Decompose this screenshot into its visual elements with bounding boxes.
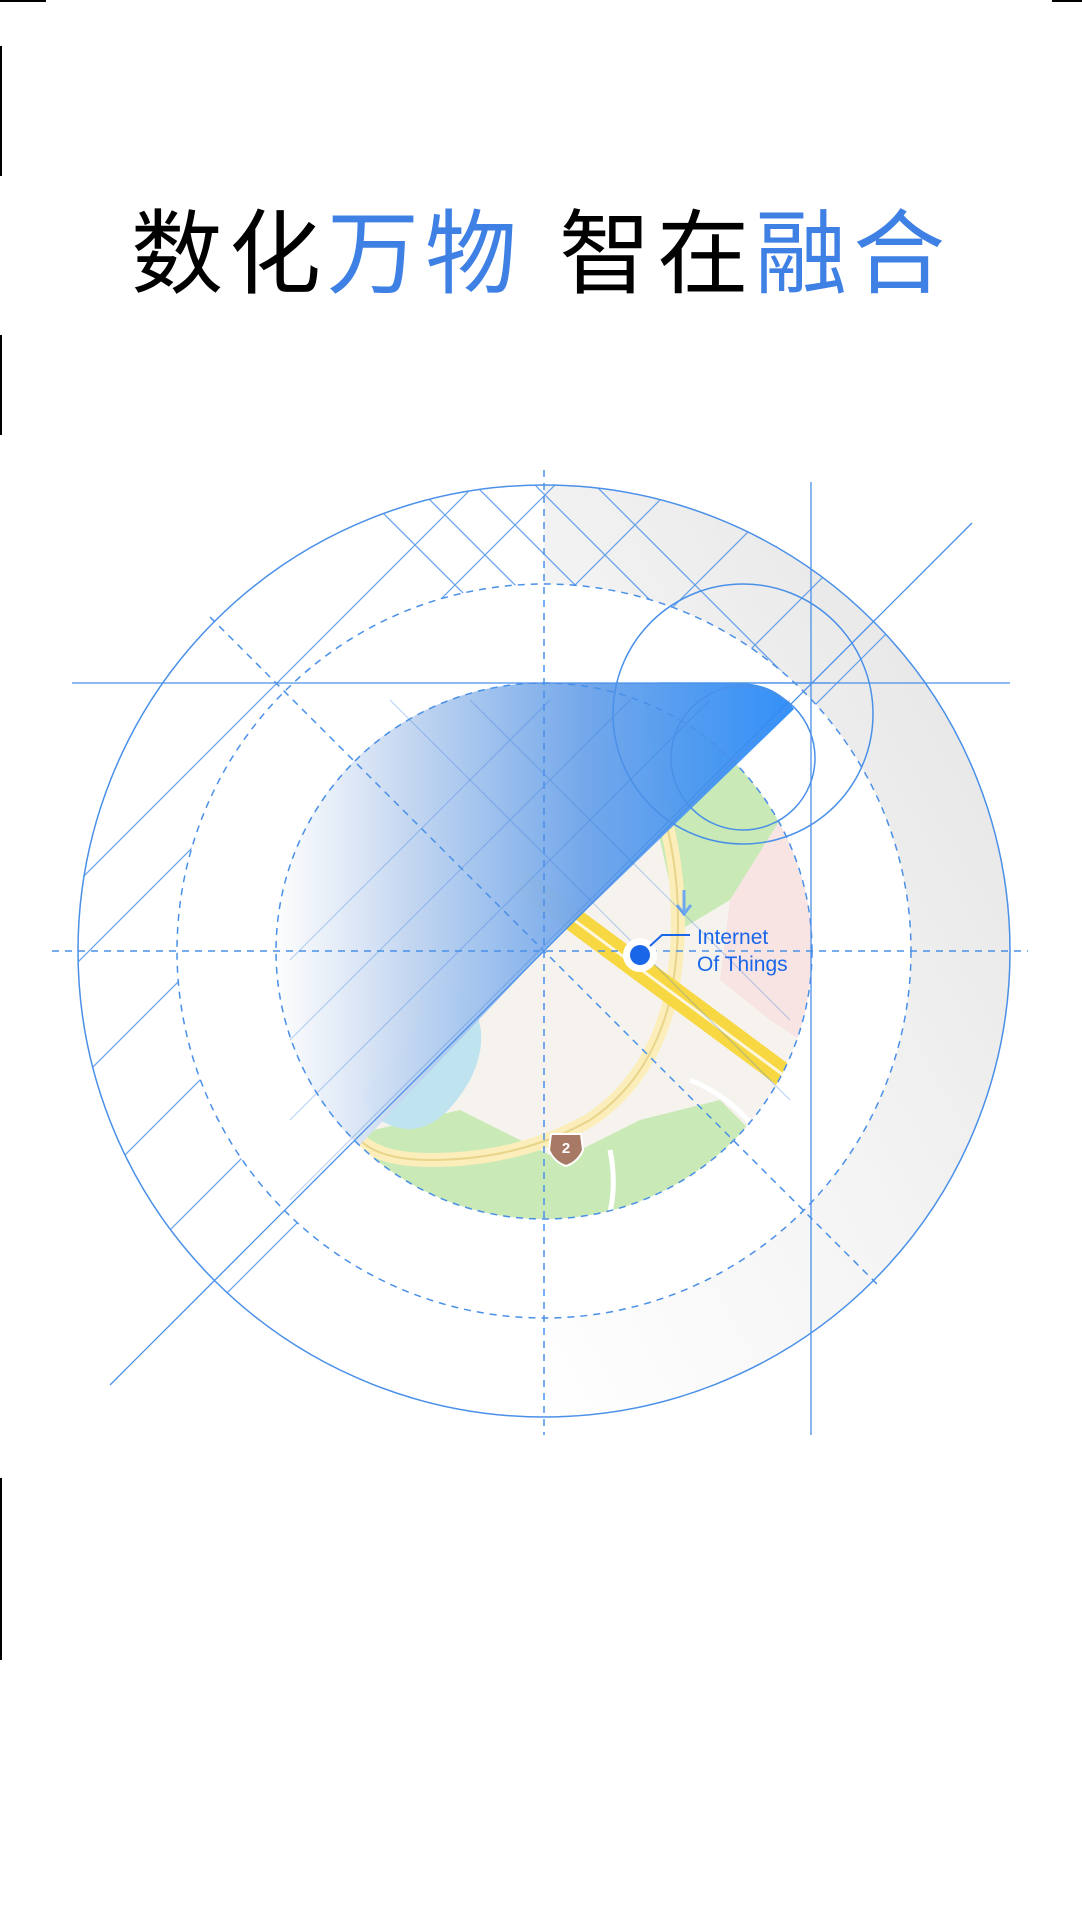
direction-arrow-icon xyxy=(675,890,693,917)
iot-map-illustration: 2 Internet Of xyxy=(52,470,1028,1435)
left-edge-mark-1 xyxy=(0,46,2,176)
headline-part-2: 万物 xyxy=(326,201,523,308)
callout-label-line2: Of Things xyxy=(697,953,788,976)
small-road xyxy=(597,1149,616,1219)
corner-large-circle xyxy=(612,583,874,845)
top-right-edge-mark xyxy=(1052,0,1082,2)
headline-part-3: 智在 xyxy=(559,201,756,308)
left-edge-mark-3 xyxy=(0,1478,2,1660)
callout-label-line1: Internet xyxy=(697,926,768,949)
wedge-grid xyxy=(289,699,791,1201)
guide-lines xyxy=(72,482,1010,1435)
route-shield-label: 2 xyxy=(562,1140,570,1157)
callout-leader-line xyxy=(649,934,690,947)
left-edge-mark-2 xyxy=(0,335,2,435)
corner-small-circle xyxy=(670,685,816,831)
headline-part-1: 数化 xyxy=(130,201,327,308)
park-area-south xyxy=(300,1100,800,1219)
route-shield-icon: 2 xyxy=(547,1133,585,1168)
top-left-edge-mark xyxy=(0,0,46,2)
blue-gradient-wedge xyxy=(274,682,794,1146)
headline: 数化万物 智在融合 xyxy=(0,195,1082,315)
map-pin-icon xyxy=(623,938,657,972)
headline-part-4: 融合 xyxy=(755,201,952,308)
